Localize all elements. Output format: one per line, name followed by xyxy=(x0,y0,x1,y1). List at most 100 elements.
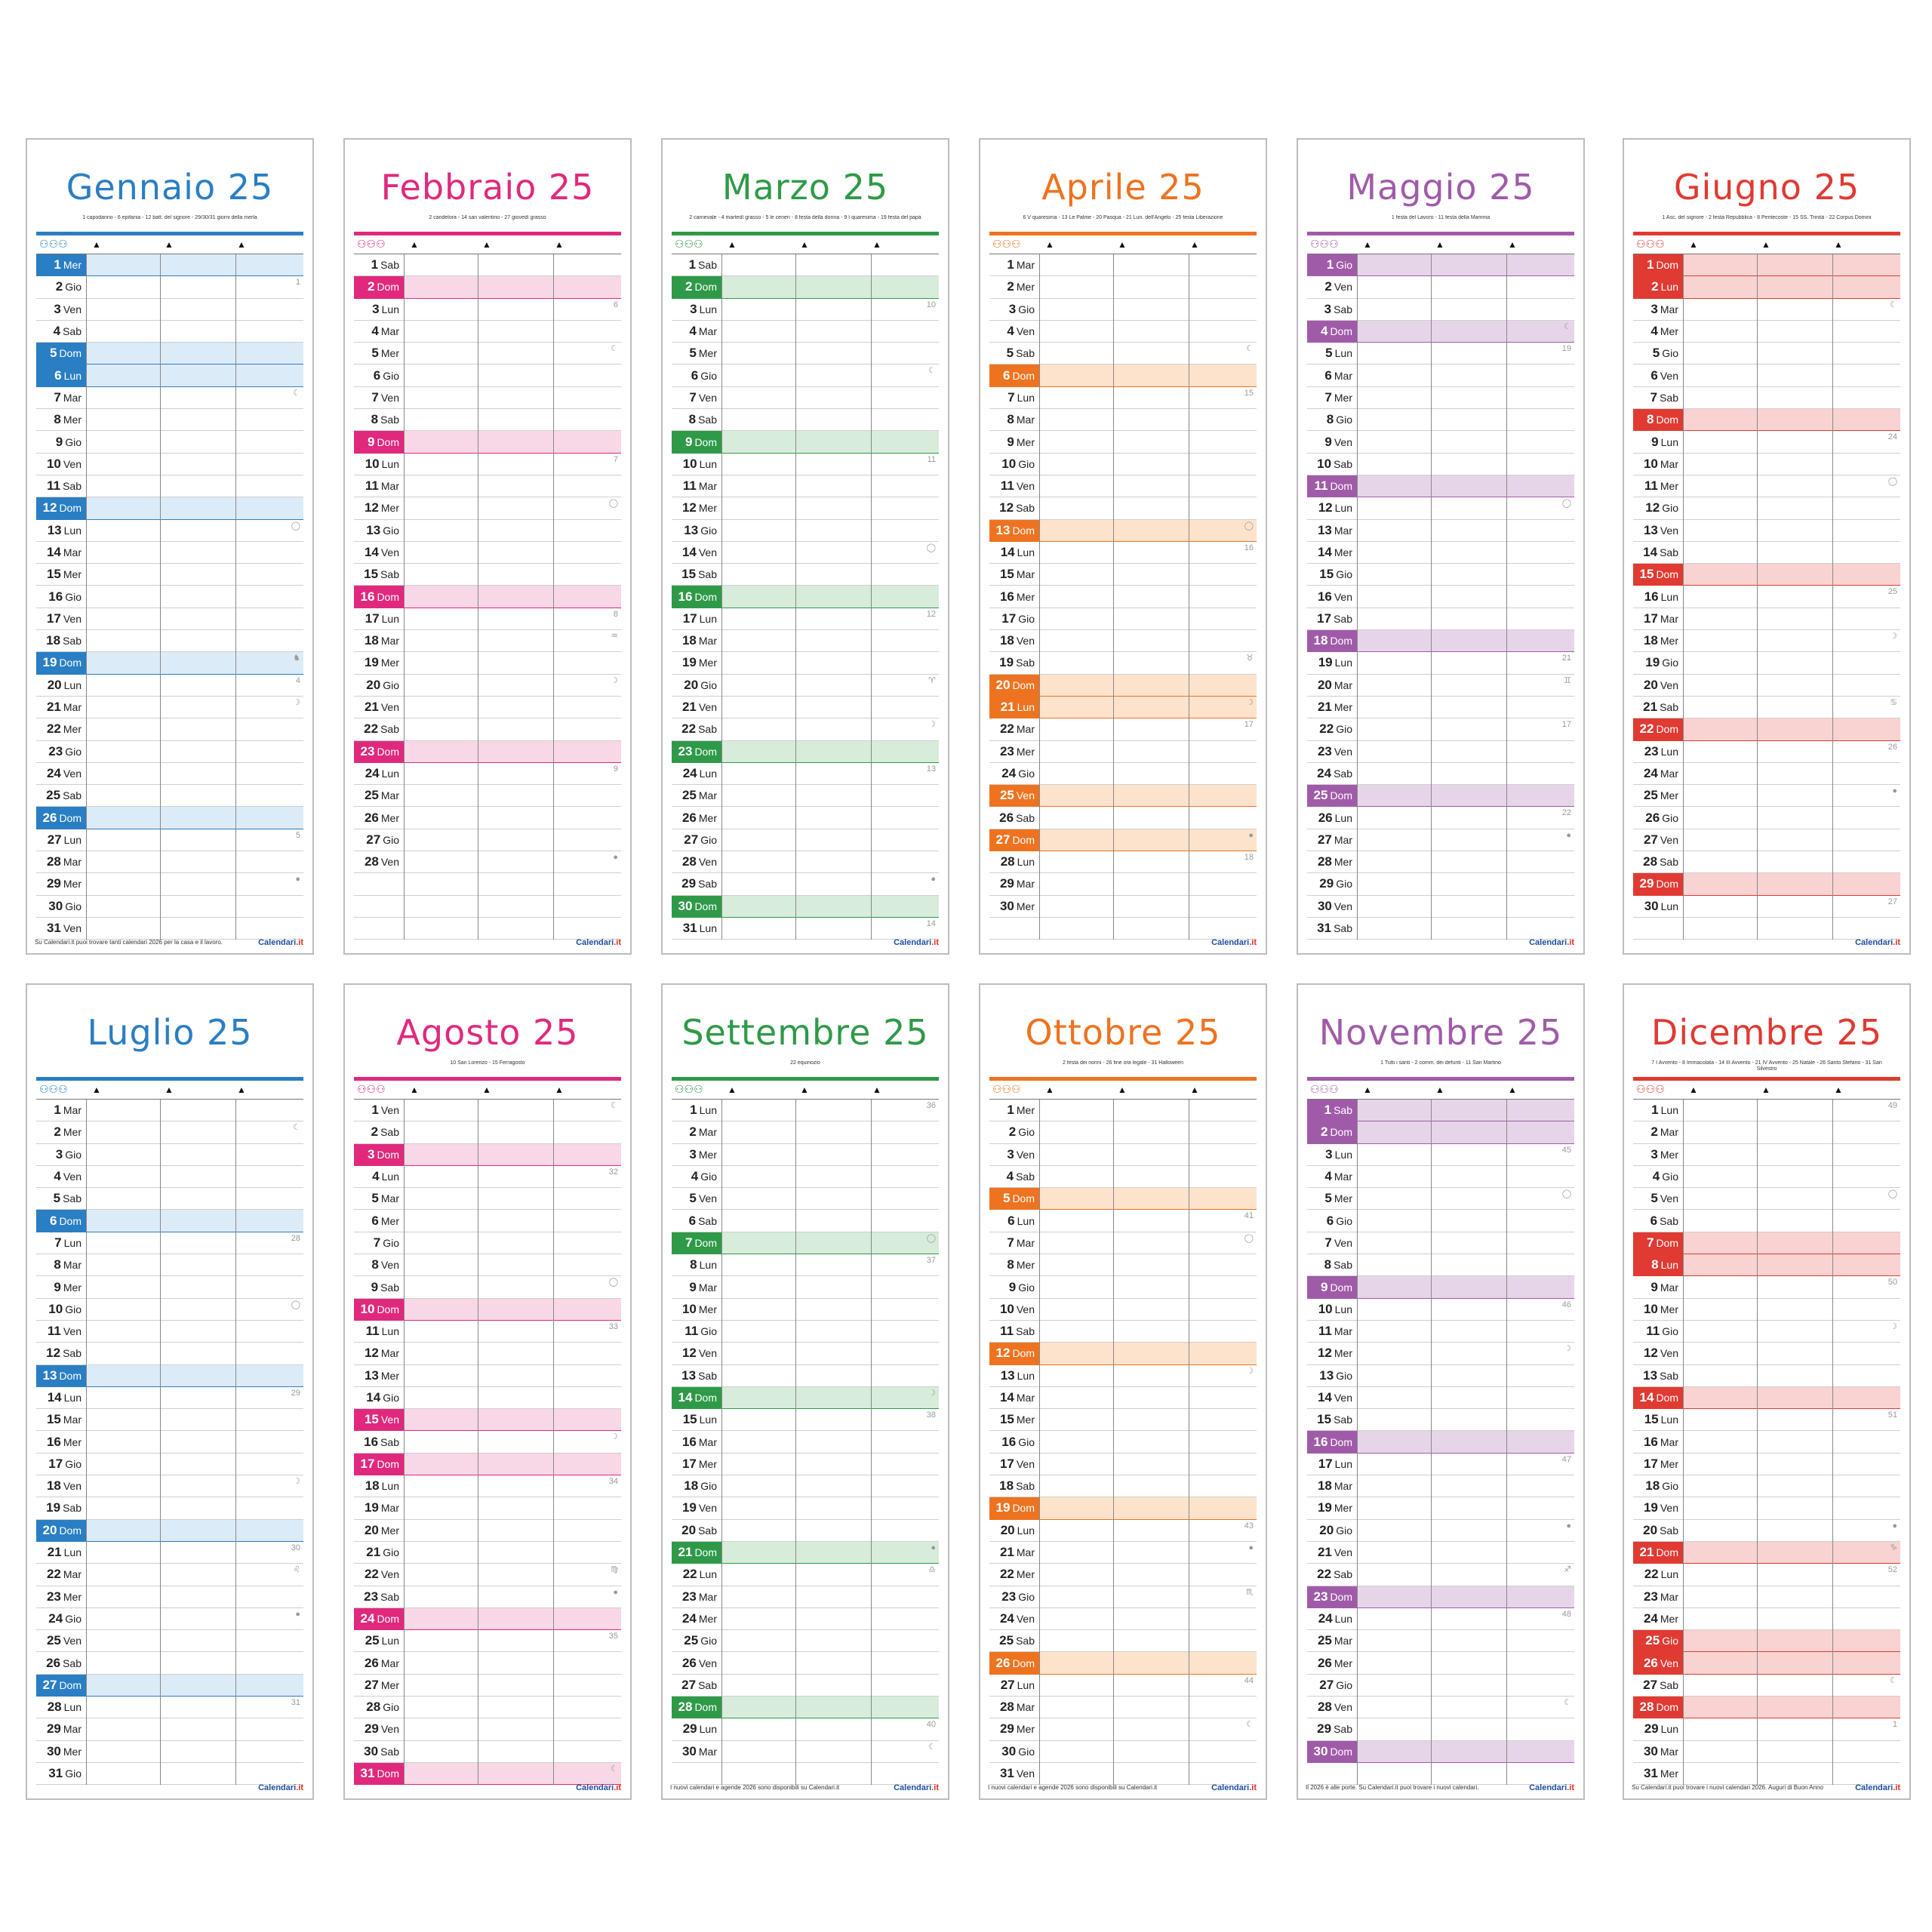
day-row[interactable]: 16 Gio xyxy=(36,586,303,608)
day-row[interactable]: 14 Dom xyxy=(1633,1386,1900,1410)
day-row[interactable]: 8 Gio xyxy=(1307,409,1574,432)
day-row[interactable]: 18 Gio xyxy=(1633,1475,1900,1498)
day-row[interactable]: 20 Mar ♊ xyxy=(1307,675,1574,697)
day-row[interactable]: 17 Ven xyxy=(36,608,303,631)
day-row[interactable]: 24 Ven xyxy=(36,763,303,786)
day-row[interactable]: 15 Mar xyxy=(36,1409,303,1432)
day-row[interactable]: 9 Lun 24 xyxy=(1633,431,1900,454)
day-row[interactable]: 5 Gio xyxy=(1633,343,1900,365)
day-row[interactable]: 9 Mer xyxy=(989,431,1257,454)
day-row[interactable]: 10 Ven xyxy=(36,454,303,475)
day-row[interactable]: 10 Gio xyxy=(989,454,1257,475)
day-row[interactable]: 30 Mer xyxy=(36,1741,303,1763)
day-row[interactable]: 28 Lun 31 xyxy=(36,1697,303,1719)
day-row[interactable]: 25 Gio xyxy=(1633,1630,1900,1653)
day-row[interactable]: 25 Ven xyxy=(989,785,1257,808)
day-row[interactable]: 4 Lun 32 xyxy=(354,1166,621,1189)
day-row[interactable]: 30 Mar xyxy=(1633,1741,1900,1763)
day-row[interactable]: 21 Lun 30 xyxy=(36,1542,303,1564)
day-row[interactable]: 30 Gio xyxy=(989,1741,1257,1763)
day-row[interactable]: 13 Sab xyxy=(1633,1365,1900,1387)
day-row[interactable]: 13 Lun ☽ xyxy=(989,1365,1257,1387)
day-row[interactable]: 24 Lun 9 xyxy=(354,763,621,786)
day-row[interactable]: 22 Ven ♍ xyxy=(354,1564,621,1586)
day-row[interactable]: 8 Lun 37 xyxy=(672,1254,939,1277)
day-row[interactable]: 25 Ven xyxy=(36,1630,303,1653)
day-row[interactable]: 29 Sab xyxy=(1307,1718,1574,1741)
day-row[interactable]: 3 Lun 6 xyxy=(354,299,621,321)
day-row[interactable]: 26 Sab xyxy=(989,807,1257,829)
day-row[interactable]: 7 Dom xyxy=(1633,1232,1900,1255)
day-row[interactable]: 22 Mar ♌ xyxy=(36,1564,303,1586)
day-row[interactable]: 19 Lun 21 xyxy=(1307,652,1574,675)
day-row[interactable]: 16 Mar xyxy=(672,1431,939,1454)
day-row[interactable]: 23 Dom xyxy=(672,740,939,763)
day-row[interactable]: 12 Sab xyxy=(989,497,1257,520)
day-row[interactable]: 2 Mar xyxy=(672,1121,939,1144)
day-row[interactable]: 8 Sab xyxy=(354,409,621,432)
day-row[interactable]: 4 Sab xyxy=(989,1166,1257,1189)
day-row[interactable]: 23 Mer xyxy=(36,1586,303,1608)
day-row[interactable]: 24 Mar xyxy=(1633,763,1900,786)
day-row[interactable]: 18 Dom xyxy=(1307,630,1574,653)
day-row[interactable]: 19 Mer xyxy=(672,652,939,675)
day-row[interactable]: 4 Ven xyxy=(989,321,1257,343)
day-row[interactable]: 28 Ven ● xyxy=(354,851,621,874)
day-row[interactable]: 21 Ven xyxy=(354,697,621,719)
day-row[interactable]: 13 Mer xyxy=(354,1365,621,1387)
day-row[interactable]: 22 Mar 17 xyxy=(989,718,1257,741)
brand-logo[interactable]: Calendari.it xyxy=(1529,937,1574,949)
day-row[interactable]: 28 Gio xyxy=(354,1697,621,1719)
day-row[interactable]: 27 Gio xyxy=(672,829,939,852)
day-row[interactable]: 1 Ven ☾ xyxy=(354,1100,621,1122)
day-row[interactable]: 21 Sab ♋ xyxy=(1633,697,1900,719)
day-row[interactable]: 15 Lun 51 xyxy=(1633,1409,1900,1432)
day-row[interactable]: 17 Mar xyxy=(1633,608,1900,631)
day-row[interactable]: 7 Ven xyxy=(672,387,939,410)
day-row[interactable]: 29 Gio xyxy=(1307,873,1574,896)
day-row[interactable]: 7 Sab xyxy=(1633,387,1900,410)
day-row[interactable]: 4 Gio xyxy=(672,1166,939,1189)
day-row[interactable]: 12 Ven xyxy=(1633,1343,1900,1365)
day-row[interactable]: 26 Ven xyxy=(672,1652,939,1675)
day-row[interactable]: 5 Lun 19 xyxy=(1307,343,1574,365)
day-row[interactable]: 18 Lun 34 xyxy=(354,1475,621,1498)
day-row[interactable]: 15 Mer xyxy=(989,1409,1257,1432)
day-row[interactable]: 7 Ven xyxy=(1307,1232,1574,1255)
day-row[interactable]: 6 Dom xyxy=(36,1210,303,1232)
day-row[interactable]: 6 Gio ☾ xyxy=(672,365,939,387)
day-row[interactable]: 14 Ven ◯ xyxy=(672,542,939,565)
day-row[interactable]: 28 Ven xyxy=(672,851,939,874)
day-row[interactable]: 12 Sab xyxy=(36,1343,303,1365)
day-row[interactable]: 9 Sab ◯ xyxy=(354,1276,621,1299)
day-row[interactable]: 19 Sab ♉ xyxy=(989,652,1257,675)
empty-row[interactable] xyxy=(1307,1763,1574,1786)
day-row[interactable]: 22 Mer xyxy=(36,718,303,741)
day-row[interactable]: 26 Mar xyxy=(354,1652,621,1675)
day-row[interactable]: 6 Gio xyxy=(354,365,621,387)
day-row[interactable]: 13 Lun ◯ xyxy=(36,520,303,542)
day-row[interactable]: 14 Mer xyxy=(1307,542,1574,565)
day-row[interactable]: 1 Sab xyxy=(1307,1100,1574,1122)
day-row[interactable]: 24 Mer xyxy=(672,1608,939,1631)
day-row[interactable]: 26 Sab xyxy=(36,1652,303,1675)
day-row[interactable]: 21 Gio xyxy=(354,1542,621,1564)
day-row[interactable]: 21 Mar ● xyxy=(989,1542,1257,1564)
day-row[interactable]: 4 Dom ☾ xyxy=(1307,320,1574,343)
day-row[interactable]: 29 Lun 40 xyxy=(672,1718,939,1741)
day-row[interactable]: 10 Sab xyxy=(1307,454,1574,475)
day-row[interactable]: 21 Lun ☽ xyxy=(989,696,1257,719)
day-row[interactable]: 27 Sab ☾ xyxy=(1633,1675,1900,1697)
day-row[interactable]: 29 Mer ● xyxy=(36,873,303,896)
day-row[interactable]: 13 Dom ◯ xyxy=(989,519,1257,542)
day-row[interactable]: 23 Sab ● xyxy=(354,1586,621,1608)
day-row[interactable]: 20 Gio ♈ xyxy=(672,675,939,697)
day-row[interactable]: 3 Ven xyxy=(36,299,303,321)
day-row[interactable]: 8 Mer xyxy=(36,409,303,432)
day-row[interactable]: 28 Lun 18 xyxy=(989,851,1257,874)
brand-logo[interactable]: Calendari.it xyxy=(258,937,303,949)
day-row[interactable]: 14 Mar xyxy=(989,1387,1257,1410)
day-row[interactable]: 24 Gio ● xyxy=(36,1608,303,1631)
day-row[interactable]: 18 Mer ☽ xyxy=(1633,630,1900,653)
day-row[interactable]: 9 Mer xyxy=(36,1276,303,1299)
